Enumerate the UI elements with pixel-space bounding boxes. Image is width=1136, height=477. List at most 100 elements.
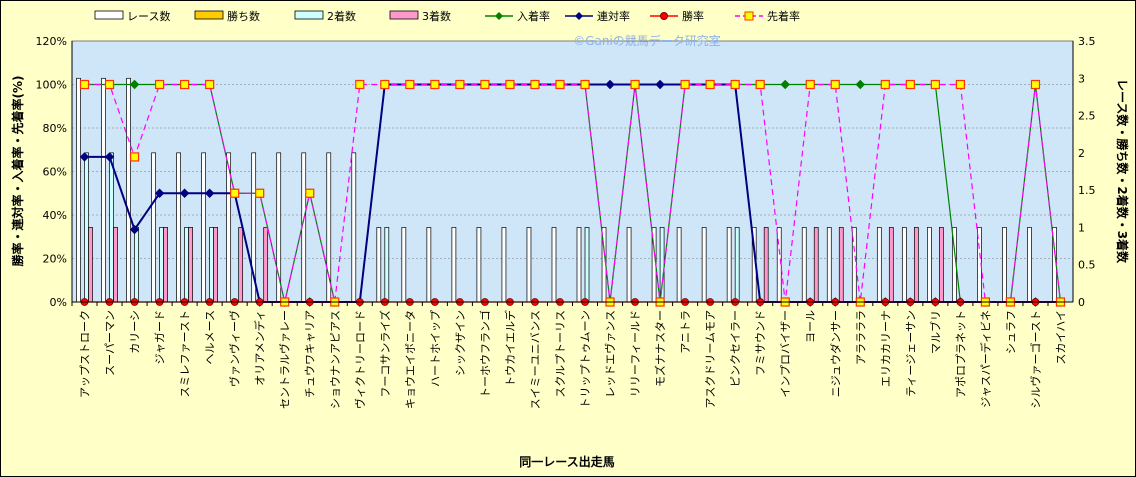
y-left-tick-label: 80% <box>43 122 67 135</box>
point-1-4 <box>179 188 190 198</box>
x-tick-label-39: スカイハイ <box>1054 310 1067 365</box>
x-tick-label-34: マルブリ <box>928 310 942 354</box>
point-1-0 <box>79 152 90 162</box>
x-tick-label-3: ジャガード <box>154 310 167 364</box>
x-tick-label-10: ショウナンアピアス <box>329 310 342 409</box>
bar-0-15 <box>451 227 457 303</box>
point-3-18 <box>530 79 540 90</box>
y-left-tick-label: 20% <box>43 253 67 266</box>
point-3-38 <box>1030 79 1041 90</box>
bar-0-24 <box>676 227 682 303</box>
x-tick-label-22: リリーフィールド <box>629 310 642 397</box>
bar-0-14 <box>426 227 432 303</box>
point-3-2 <box>129 152 140 162</box>
legend: レース数 勝ち数 2着数 3着数 入着率 連対率 勝率 先着率 <box>94 9 800 23</box>
x-tick-label-29: ヨール <box>804 310 817 343</box>
y-axis-left-label: 勝率・連対率・入着率・先着率(%) <box>10 76 25 267</box>
bar-0-4 <box>176 152 181 303</box>
x-tick-label-9: チュウワキャリア <box>304 310 317 398</box>
legend-label-5: 連対率 <box>597 9 630 23</box>
point-3-25 <box>705 79 715 90</box>
point-3-19 <box>555 79 565 90</box>
legend-label-4: 入着率 <box>517 9 550 23</box>
x-tick-label-1: スーパーマン <box>104 310 117 376</box>
x-tick-label-38: シルヴァーゴースト <box>1028 310 1042 408</box>
bar-3-5 <box>213 227 218 303</box>
y-right-tick-label: 0.5 <box>1078 259 1096 272</box>
bar-3-6 <box>238 227 244 303</box>
bar-3-4 <box>188 227 193 303</box>
x-tick-label-8: セントラルヴァレー <box>278 310 292 409</box>
x-tick-label-14: ハートホイップ <box>429 310 442 387</box>
legend-label-7: 先着率 <box>767 9 800 23</box>
bar-0-3 <box>151 152 156 303</box>
point-1-3 <box>154 188 165 198</box>
bar-3-34 <box>939 227 944 303</box>
y-right-tick-label: 3 <box>1078 72 1085 85</box>
bar-0-2 <box>126 77 131 303</box>
legend-label-6: 勝率 <box>682 9 704 23</box>
point-1-2 <box>129 224 140 235</box>
point-3-24 <box>680 79 690 90</box>
x-axis-label: 同一レース出走馬 <box>519 454 614 469</box>
y-left-tick-label: 40% <box>43 209 67 222</box>
bar-0-1 <box>101 77 106 303</box>
x-tick-label-12: フーコサンライズ <box>378 310 392 398</box>
point-3-34 <box>930 79 940 90</box>
x-tick-label-4: スミレファースト <box>179 310 192 397</box>
bar-0-33 <box>901 227 907 303</box>
bar-0-28 <box>776 227 782 303</box>
x-tick-label-21: レッドエヴァンス <box>603 310 617 398</box>
bar-0-26 <box>726 227 732 303</box>
point-3-26 <box>730 79 740 90</box>
bar-0-19 <box>551 227 557 303</box>
bar-2-20 <box>584 227 590 303</box>
y-axis-right-label: レース数・勝ち数・2着数・3着数 <box>1115 79 1130 264</box>
bar-2-5 <box>209 227 214 303</box>
x-tick-label-27: フミサウンド <box>754 310 767 376</box>
bar-2-26 <box>734 227 740 303</box>
point-0-31 <box>855 79 865 90</box>
bar-0-12 <box>376 227 382 303</box>
point-1-1 <box>104 152 115 162</box>
point-3-7 <box>255 188 265 198</box>
y-right-tick-label: 0 <box>1078 296 1085 309</box>
point-3-0 <box>79 79 90 90</box>
bar-3-27 <box>763 227 769 303</box>
x-tick-label-30: ニジュウダンサー <box>828 310 842 397</box>
x-tick-label-32: エリカカリーナ <box>879 310 892 387</box>
bar-0-16 <box>476 227 482 303</box>
bar-0-13 <box>401 227 407 303</box>
point-3-33 <box>905 79 915 90</box>
x-tick-label-7: オリアメンディ <box>253 310 267 386</box>
point-3-5 <box>205 79 215 90</box>
point-3-4 <box>180 79 190 90</box>
x-tick-label-33: ティージェーサン <box>904 310 917 397</box>
bar-2-1 <box>109 152 114 303</box>
x-tick-label-19: スクルプトーリス <box>554 310 567 398</box>
bar-2-0 <box>84 152 89 303</box>
x-tick-label-18: スイミーユニバンス <box>529 310 542 409</box>
x-tick-label-20: トリップトゥムーン <box>579 310 592 408</box>
point-3-27 <box>755 79 765 90</box>
bar-3-7 <box>263 227 269 303</box>
legend-label-3: 3着数 <box>422 9 451 23</box>
legend-swatch-5 <box>565 12 593 20</box>
y-left-tick-label: 60% <box>43 166 67 179</box>
x-tick-label-16: トーホウフランゴ <box>478 310 492 398</box>
x-tick-label-17: トウカイエルデ <box>503 310 517 387</box>
point-3-35 <box>955 79 965 90</box>
bar-0-11 <box>351 152 357 303</box>
x-tick-label-0: アップストローク <box>79 310 92 398</box>
bar-0-37 <box>1002 227 1007 303</box>
point-3-29 <box>805 79 815 90</box>
bar-2-23 <box>659 227 665 303</box>
y-left-tick-label: 120% <box>36 35 67 48</box>
bar-0-29 <box>801 227 807 303</box>
point-3-20 <box>580 79 590 90</box>
point-3-1 <box>104 79 115 90</box>
bar-3-0 <box>88 227 93 303</box>
point-3-9 <box>305 188 315 198</box>
point-3-16 <box>480 79 490 90</box>
